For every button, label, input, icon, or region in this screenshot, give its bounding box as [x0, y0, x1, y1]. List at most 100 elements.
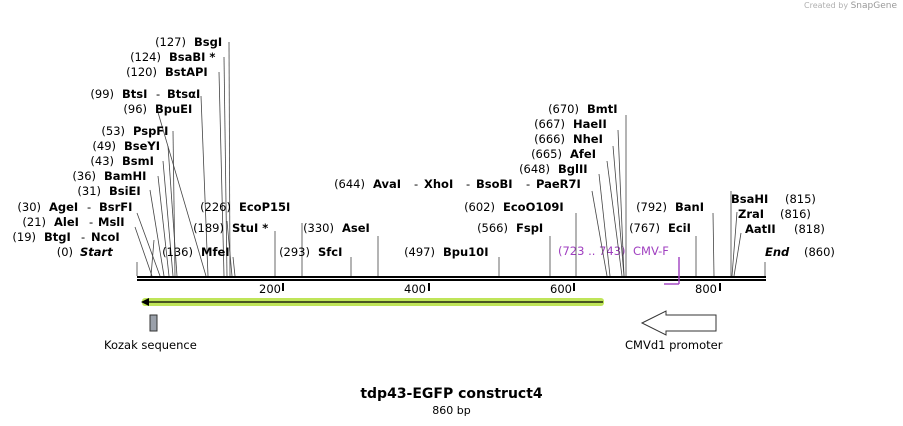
site-alei[interactable]: (21) AleI - MslI	[22, 215, 124, 229]
site-btgi[interactable]: (19) BtgI - NcoI	[12, 230, 119, 244]
kozak-feature[interactable]: Kozak sequence	[104, 314, 197, 352]
svg-text:(815): (815)	[785, 192, 816, 206]
svg-text:(602): (602)	[464, 200, 495, 214]
site-agei[interactable]: (30) AgeI - BsrFI	[17, 200, 132, 214]
svg-text:(665): (665)	[531, 147, 562, 161]
svg-text:(767): (767)	[629, 221, 660, 235]
svg-text:-: -	[89, 215, 93, 229]
backbone-strand-bottom	[137, 279, 766, 281]
construct-length: 860 bp	[432, 404, 471, 417]
svg-text:MfeI: MfeI	[201, 245, 230, 259]
end-pos: (860)	[804, 245, 835, 259]
svg-text:BpuEI: BpuEI	[155, 102, 192, 116]
site-bglii[interactable]: (648) BglII	[519, 162, 587, 176]
end-label: End	[765, 245, 790, 259]
site-afei[interactable]: (665) AfeI	[531, 147, 596, 161]
site-btsi[interactable]: (99) BtsI - BtsαI	[90, 87, 200, 101]
site-avai[interactable]: (644) AvaI - XhoI - BsoBI - PaeR7I	[334, 177, 581, 191]
svg-text:(124): (124)	[130, 50, 161, 64]
svg-text:XhoI: XhoI	[424, 177, 453, 191]
start-marker: (0) Start	[57, 245, 114, 259]
svg-text:(120): (120)	[126, 65, 157, 79]
site-ecii[interactable]: (767) EciI	[629, 221, 691, 235]
site-bsiei[interactable]: (31) BsiEI	[77, 184, 140, 198]
svg-text:EcoO109I: EcoO109I	[503, 200, 564, 214]
cmvd1-feature[interactable]: CMVd1 promoter	[625, 310, 723, 352]
svg-text:EcoP15I: EcoP15I	[239, 200, 290, 214]
svg-text:AleI: AleI	[54, 215, 79, 229]
primer-cmv-f[interactable]: (723 .. 743) CMV-F	[558, 244, 680, 285]
svg-text:AseI: AseI	[342, 221, 370, 235]
end-marker: End (860)	[765, 245, 835, 259]
svg-text:-: -	[466, 177, 470, 191]
site-bsahi[interactable]: BsaHI (815)	[731, 192, 816, 206]
site-bpuei[interactable]: (96) BpuEI	[123, 102, 192, 116]
snapgene-watermark: Created by SnapGene	[804, 1, 897, 11]
svg-text:(566): (566)	[477, 221, 508, 235]
site-fspi[interactable]: (566) FspI	[477, 221, 543, 235]
svg-text:(30): (30)	[17, 200, 41, 214]
svg-text:(127): (127)	[155, 35, 186, 49]
svg-text:(816): (816)	[780, 207, 811, 221]
ruler-label: 800	[695, 282, 717, 296]
svg-text:(31): (31)	[77, 184, 101, 198]
site-asei[interactable]: (330) AseI	[303, 221, 370, 235]
svg-text:(226): (226)	[200, 200, 231, 214]
svg-text:BsrFI: BsrFI	[99, 200, 132, 214]
site-pspfi[interactable]: (53) PspFI	[101, 124, 168, 138]
svg-text:(293): (293)	[279, 245, 310, 259]
start-label: Start	[80, 245, 113, 259]
svg-text:-: -	[81, 230, 85, 244]
svg-text:-: -	[526, 177, 530, 191]
kozak-box	[149, 314, 158, 332]
svg-text:BtsαI: BtsαI	[167, 87, 200, 101]
svg-text:(667): (667)	[534, 117, 565, 131]
site-bpu10i[interactable]: (497) Bpu10I	[404, 245, 488, 259]
svg-text:AgeI: AgeI	[49, 200, 78, 214]
primer-name: CMV-F	[633, 244, 669, 258]
svg-text:(53): (53)	[101, 124, 125, 138]
site-aatii[interactable]: AatII (818)	[745, 222, 825, 236]
egfp-feature[interactable]	[141, 298, 604, 306]
svg-text:(497): (497)	[404, 245, 435, 259]
site-haeii[interactable]: (667) HaeII	[534, 117, 607, 131]
svg-text:(96): (96)	[123, 102, 147, 116]
svg-text:(36): (36)	[72, 169, 96, 183]
dna-backbone	[137, 276, 766, 281]
site-ecoo109i[interactable]: (602) EcoO109I	[464, 200, 564, 214]
site-zrai[interactable]: ZraI (816)	[738, 207, 811, 221]
svg-text:(792): (792)	[636, 200, 667, 214]
svg-text:AatII: AatII	[745, 222, 776, 236]
site-bsgi[interactable]: (127) BsgI	[155, 35, 222, 49]
svg-text:BsmI: BsmI	[122, 154, 154, 168]
site-bsmi[interactable]: (43) BsmI	[90, 154, 153, 168]
site-ecop15i[interactable]: (226) EcoP15I	[200, 200, 290, 214]
site-bseyi[interactable]: (49) BseYI	[92, 139, 160, 153]
site-bmti[interactable]: (670) BmtI	[548, 102, 617, 116]
site-nhei[interactable]: (666) NheI	[534, 132, 603, 146]
svg-text:(19): (19)	[12, 230, 36, 244]
svg-text:PaeR7I: PaeR7I	[536, 177, 581, 191]
svg-text:BtsI: BtsI	[122, 87, 147, 101]
svg-text:(818): (818)	[794, 222, 825, 236]
kozak-label: Kozak sequence	[104, 338, 197, 352]
site-bani[interactable]: (792) BanI	[636, 200, 704, 214]
svg-text:BmtI: BmtI	[587, 102, 618, 116]
site-stui[interactable]: (189) StuI *	[193, 221, 268, 235]
svg-text:BtgI: BtgI	[44, 230, 71, 244]
svg-text:PspFI: PspFI	[133, 124, 168, 138]
svg-text:BamHI: BamHI	[104, 169, 146, 183]
svg-text:BstAPI: BstAPI	[165, 65, 208, 79]
svg-text:MslI: MslI	[98, 215, 125, 229]
site-bstapi[interactable]: (120) BstAPI	[126, 65, 208, 79]
site-mfei[interactable]: (136) MfeI	[162, 245, 229, 259]
svg-text:StuI *: StuI *	[232, 221, 268, 235]
site-bsabi[interactable]: (124) BsaBI *	[130, 50, 215, 64]
site-sfci[interactable]: (293) SfcI	[279, 245, 342, 259]
svg-text:-: -	[156, 87, 160, 101]
site-bamhi[interactable]: (36) BamHI	[72, 169, 146, 183]
leader-lines	[134, 41, 766, 277]
svg-text:(189): (189)	[193, 221, 224, 235]
svg-text:BseYI: BseYI	[124, 139, 160, 153]
